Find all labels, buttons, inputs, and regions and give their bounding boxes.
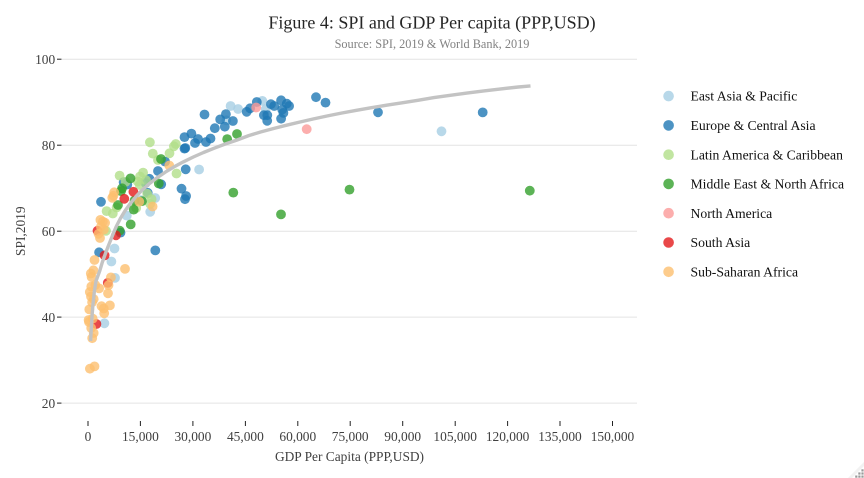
- svg-text:East Asia & Pacific: East Asia & Pacific: [691, 89, 798, 104]
- svg-text:Figure 4: SPI and GDP Per capi: Figure 4: SPI and GDP Per capita (PPP,US…: [268, 12, 595, 33]
- svg-text:South Asia: South Asia: [691, 235, 751, 250]
- svg-text:Sub-Saharan Africa: Sub-Saharan Africa: [691, 264, 799, 279]
- svg-text:150,000: 150,000: [591, 429, 635, 444]
- svg-text:North America: North America: [691, 206, 773, 221]
- svg-text:45,000: 45,000: [227, 429, 264, 444]
- svg-text:Middle East & North Africa: Middle East & North Africa: [691, 177, 845, 192]
- svg-text:105,000: 105,000: [433, 429, 477, 444]
- svg-text:15,000: 15,000: [122, 429, 159, 444]
- svg-text:90,000: 90,000: [384, 429, 421, 444]
- svg-text:80: 80: [42, 138, 56, 153]
- svg-text:SPI,2019: SPI,2019: [13, 206, 28, 256]
- svg-text:0: 0: [85, 429, 92, 444]
- svg-text:40: 40: [42, 310, 56, 325]
- svg-text:135,000: 135,000: [538, 429, 582, 444]
- svg-text:75,000: 75,000: [332, 429, 369, 444]
- svg-text:Source: SPI, 2019 & World Bank: Source: SPI, 2019 & World Bank, 2019: [335, 37, 530, 51]
- svg-text:Europe & Central Asia: Europe & Central Asia: [691, 118, 816, 133]
- svg-text:Latin America & Caribbean: Latin America & Caribbean: [691, 147, 844, 162]
- svg-text:120,000: 120,000: [486, 429, 530, 444]
- svg-text:60: 60: [42, 224, 56, 239]
- svg-text:30,000: 30,000: [174, 429, 211, 444]
- svg-text:GDP Per Capita (PPP,USD): GDP Per Capita (PPP,USD): [275, 449, 424, 464]
- svg-text:100: 100: [35, 52, 55, 67]
- svg-text:60,000: 60,000: [279, 429, 316, 444]
- svg-text:20: 20: [42, 396, 56, 411]
